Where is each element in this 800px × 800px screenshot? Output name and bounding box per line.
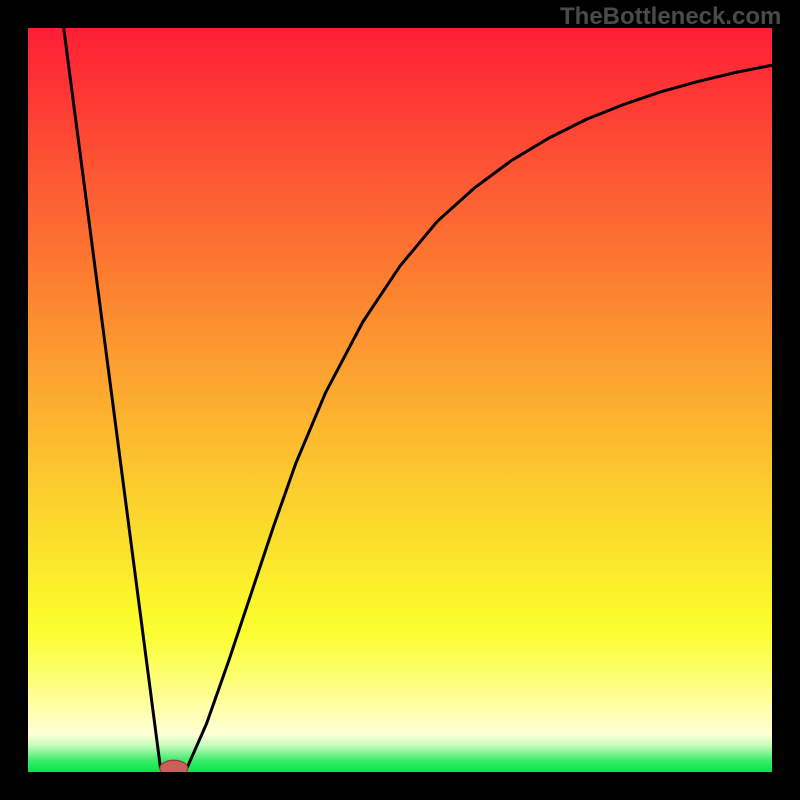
optimal-point-marker <box>160 760 188 772</box>
bottleneck-curve <box>28 28 772 772</box>
chart-frame: TheBottleneck.com <box>0 0 800 800</box>
plot-area <box>28 28 772 772</box>
frame-border-left <box>0 0 28 800</box>
frame-border-bottom <box>0 772 800 800</box>
watermark-text: TheBottleneck.com <box>560 3 781 31</box>
frame-border-right <box>772 0 800 800</box>
